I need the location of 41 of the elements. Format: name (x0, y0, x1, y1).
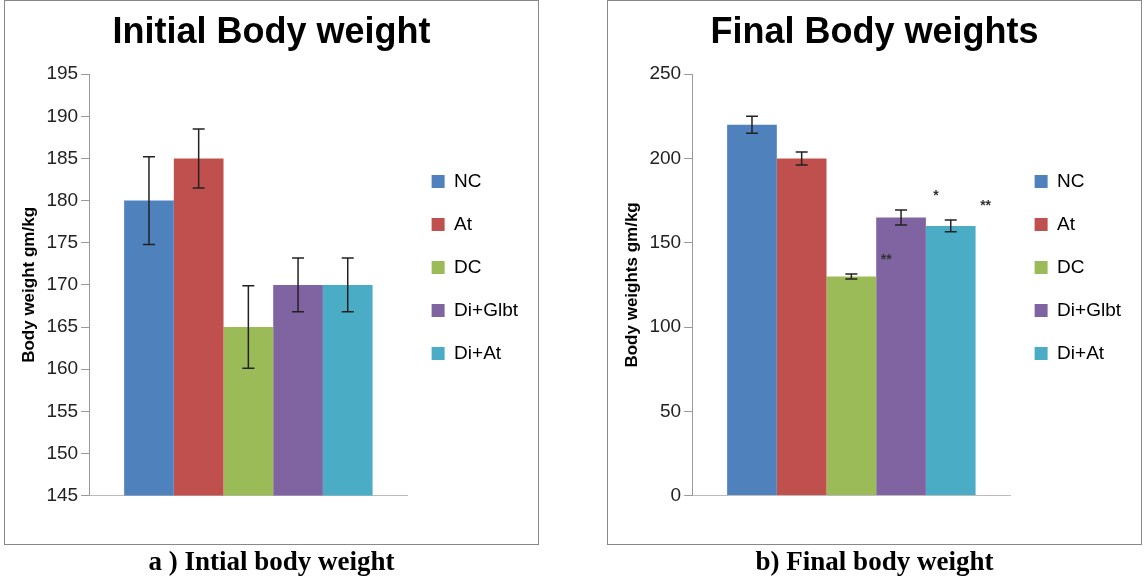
legend-label: Di+At (1057, 341, 1105, 363)
bar (776, 158, 827, 496)
y-tick-label: 160 (46, 357, 79, 379)
y-tick-label: 50 (659, 399, 682, 421)
bar (925, 225, 976, 496)
y-axis-title: Body weight gm/kg (18, 206, 38, 363)
legend-label: DC (454, 255, 482, 277)
bar (727, 124, 777, 496)
y-tick-label: 150 (46, 441, 79, 463)
y-tick-label: 180 (46, 188, 79, 210)
legend-label: At (1057, 212, 1076, 234)
y-tick-label: 170 (46, 273, 79, 295)
text: a ) Intial body weight (147, 545, 396, 577)
legend-label: Di+Glbt (1057, 298, 1122, 320)
y-tick-label: 100 (649, 315, 682, 337)
y-tick-label: 150 (649, 230, 682, 252)
y-tick-label: 185 (46, 146, 79, 168)
bar (826, 276, 877, 496)
text: b) Final body weight (754, 545, 995, 577)
annotation: ** (980, 196, 992, 213)
legend-label: Di+Glbt (454, 298, 519, 320)
y-tick-label: 250 (649, 62, 682, 84)
chart-title: Final Body weights (710, 9, 1039, 51)
y-tick-label: 145 (46, 483, 79, 505)
y-tick-label: 190 (46, 104, 79, 126)
y-tick-label: 195 (46, 62, 79, 84)
legend-label: Di+At (454, 341, 502, 363)
legend-label: At (454, 212, 473, 234)
annotation: ** (880, 250, 893, 267)
bar (876, 217, 926, 496)
chart-title: Initial Body weight (112, 9, 431, 51)
y-tick-label: 175 (46, 230, 79, 252)
y-tick-label: 165 (46, 315, 79, 337)
y-tick-label: 0 (670, 483, 682, 505)
legend-label: DC (1057, 255, 1085, 277)
y-axis-title: Body weights gm/kg (621, 202, 641, 368)
annotation: * (933, 186, 940, 203)
y-tick-label: 155 (46, 399, 79, 421)
y-tick-label: 200 (649, 146, 682, 168)
legend-label: NC (1057, 169, 1085, 191)
legend-label: NC (454, 169, 482, 191)
